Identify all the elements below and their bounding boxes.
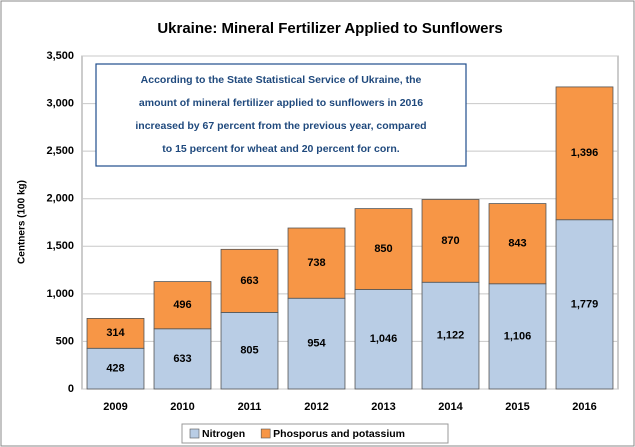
y-tick-label: 3,000: [46, 97, 74, 109]
data-label: 663: [240, 275, 258, 287]
data-label: 314: [106, 327, 125, 339]
chart-title: Ukraine: Mineral Fertilizer Applied to S…: [157, 20, 502, 37]
x-tick-label: 2013: [371, 401, 395, 413]
y-tick-label: 1,000: [46, 288, 74, 300]
x-tick-label: 2014: [438, 401, 463, 413]
annotation-text: to 15 percent for wheat and 20 percent f…: [162, 143, 400, 155]
legend-box: [181, 423, 449, 444]
y-tick-label: 1,500: [46, 240, 74, 252]
y-tick-label: 2,500: [46, 145, 74, 157]
data-label: 1,106: [504, 330, 532, 342]
annotation-box: [95, 63, 467, 167]
bar-segment: [287, 297, 346, 390]
bar-segment: [354, 208, 413, 290]
bar-segment: [220, 248, 279, 313]
bar-segment: [421, 281, 480, 390]
x-tick-label: 2011: [238, 401, 262, 413]
bar-segment: [354, 289, 413, 390]
bar-segment: [287, 227, 346, 299]
bar-segment: [421, 199, 480, 283]
data-label: 954: [307, 338, 326, 350]
bar-segment: [153, 281, 212, 330]
data-label: 738: [307, 257, 325, 269]
data-label: 1,779: [571, 298, 599, 310]
bar-segment: [220, 312, 279, 390]
legend-swatch: [189, 428, 200, 439]
data-label: 870: [441, 235, 459, 247]
data-label: 428: [106, 363, 124, 375]
annotation-text: increased by 67 percent from the previou…: [135, 120, 426, 132]
data-label: 633: [173, 353, 191, 365]
x-tick-label: 2012: [304, 401, 328, 413]
legend-swatch: [260, 428, 271, 439]
bar-segment: [488, 203, 547, 285]
annotation-text: amount of mineral fertilizer applied to …: [139, 97, 423, 109]
x-tick-label: 2010: [170, 401, 194, 413]
bar-segment: [555, 219, 614, 390]
data-label: 1,046: [370, 333, 398, 345]
y-tick-label: 2,000: [46, 193, 74, 205]
data-label: 805: [240, 345, 258, 357]
data-label: 1,396: [571, 147, 599, 159]
data-label: 1,122: [437, 330, 465, 342]
annotation-text: According to the State Statistical Servi…: [141, 74, 422, 86]
bar-segment: [86, 318, 145, 349]
x-tick-label: 2015: [505, 401, 529, 413]
x-tick-label: 2009: [103, 401, 127, 413]
data-label: 496: [173, 299, 191, 311]
data-label: 843: [508, 238, 526, 250]
y-tick-label: 500: [56, 335, 74, 347]
legend-label: Nitrogen: [202, 428, 245, 440]
bar-segment: [555, 86, 614, 221]
x-tick-label: 2016: [572, 401, 596, 413]
y-tick-label: 3,500: [46, 50, 74, 62]
y-tick-label: 0: [68, 383, 74, 395]
legend-label: Phosporus and potassium: [273, 428, 405, 440]
y-axis-label: Centners (100 kg): [17, 180, 28, 264]
data-label: 850: [374, 243, 392, 255]
bar-segment: [488, 283, 547, 390]
